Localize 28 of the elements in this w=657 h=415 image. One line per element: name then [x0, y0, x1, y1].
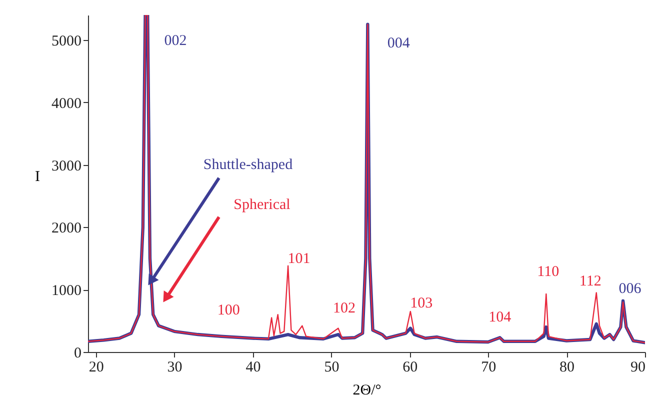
annotation: 002 — [164, 33, 187, 49]
y-tick-label: 1000 — [52, 283, 82, 300]
annotation: 004 — [387, 35, 410, 52]
x-tick-label: 30 — [167, 360, 182, 376]
annotation: 102 — [333, 300, 356, 316]
y-axis-title: I — [35, 169, 40, 185]
annotation: 101 — [288, 250, 310, 267]
annotation: 006 — [618, 280, 642, 297]
x-tick-label: 20 — [88, 360, 104, 376]
x-tick-label: 80 — [560, 360, 575, 376]
x-tick-label: 50 — [324, 360, 340, 376]
annotation: 103 — [410, 295, 433, 312]
x-tick-label: 40 — [246, 360, 261, 376]
annotation: 110 — [537, 264, 560, 280]
text: Spherical — [234, 197, 290, 213]
x-tick-label: 70 — [481, 360, 496, 376]
x-tick-label: 90 — [630, 360, 646, 376]
text: Shuttle-shaped — [203, 157, 294, 173]
y-tick-label: 2000 — [52, 220, 82, 237]
annotation: 104 — [488, 310, 512, 326]
x-axis-title: 2Θ/° — [352, 382, 382, 398]
y-tick-label: 4000 — [52, 96, 82, 112]
annotation: 112 — [579, 274, 602, 290]
y-tick-label: 3000 — [52, 158, 82, 174]
annotation: 100 — [217, 302, 240, 319]
y-tick-label: 0 — [74, 346, 82, 362]
y-tick-label: 5000 — [52, 33, 82, 50]
x-tick-label: 60 — [402, 360, 418, 376]
